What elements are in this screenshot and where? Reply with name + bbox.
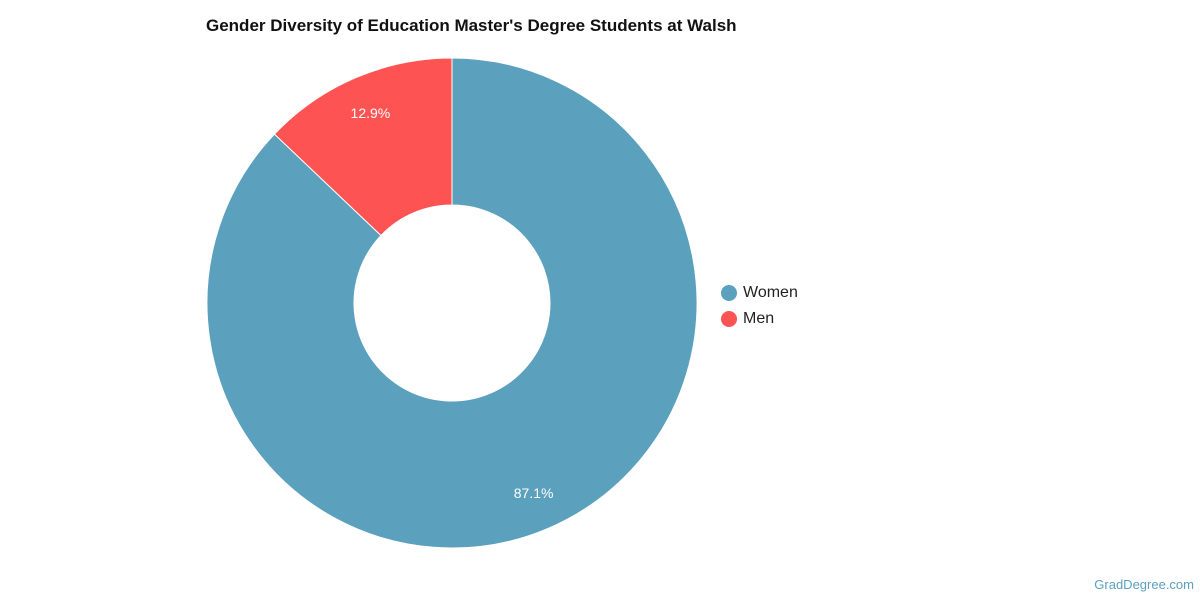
data-label-men: 12.9% [351,105,391,121]
slice-women[interactable] [206,57,698,549]
chart-title: Gender Diversity of Education Master's D… [206,16,737,35]
legend-label-men: Men [743,310,775,327]
legend: Women Men [721,280,798,332]
legend-item-men[interactable]: Men [721,306,798,332]
legend-label-women: Women [743,284,798,301]
legend-swatch-men [721,311,737,327]
slice-men[interactable] [273,57,453,237]
data-label-women: 87.1% [514,485,554,501]
legend-item-women[interactable]: Women [721,280,798,306]
legend-swatch-women [721,285,737,301]
source-credit[interactable]: GradDegree.com [1094,577,1194,592]
